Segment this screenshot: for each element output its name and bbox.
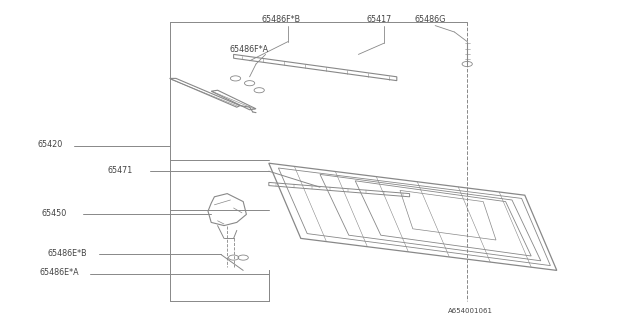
Text: 65486G: 65486G [415,15,446,24]
Text: 65486E*B: 65486E*B [48,249,88,258]
Text: 65417: 65417 [366,15,391,24]
Text: 65486F*A: 65486F*A [229,45,268,54]
Text: A654001061: A654001061 [448,308,493,314]
Text: 65471: 65471 [108,166,132,175]
Text: 65420: 65420 [37,140,62,149]
Text: 65486E*A: 65486E*A [40,268,79,277]
Text: 65450: 65450 [42,209,67,218]
Text: 65486F*B: 65486F*B [261,15,300,24]
